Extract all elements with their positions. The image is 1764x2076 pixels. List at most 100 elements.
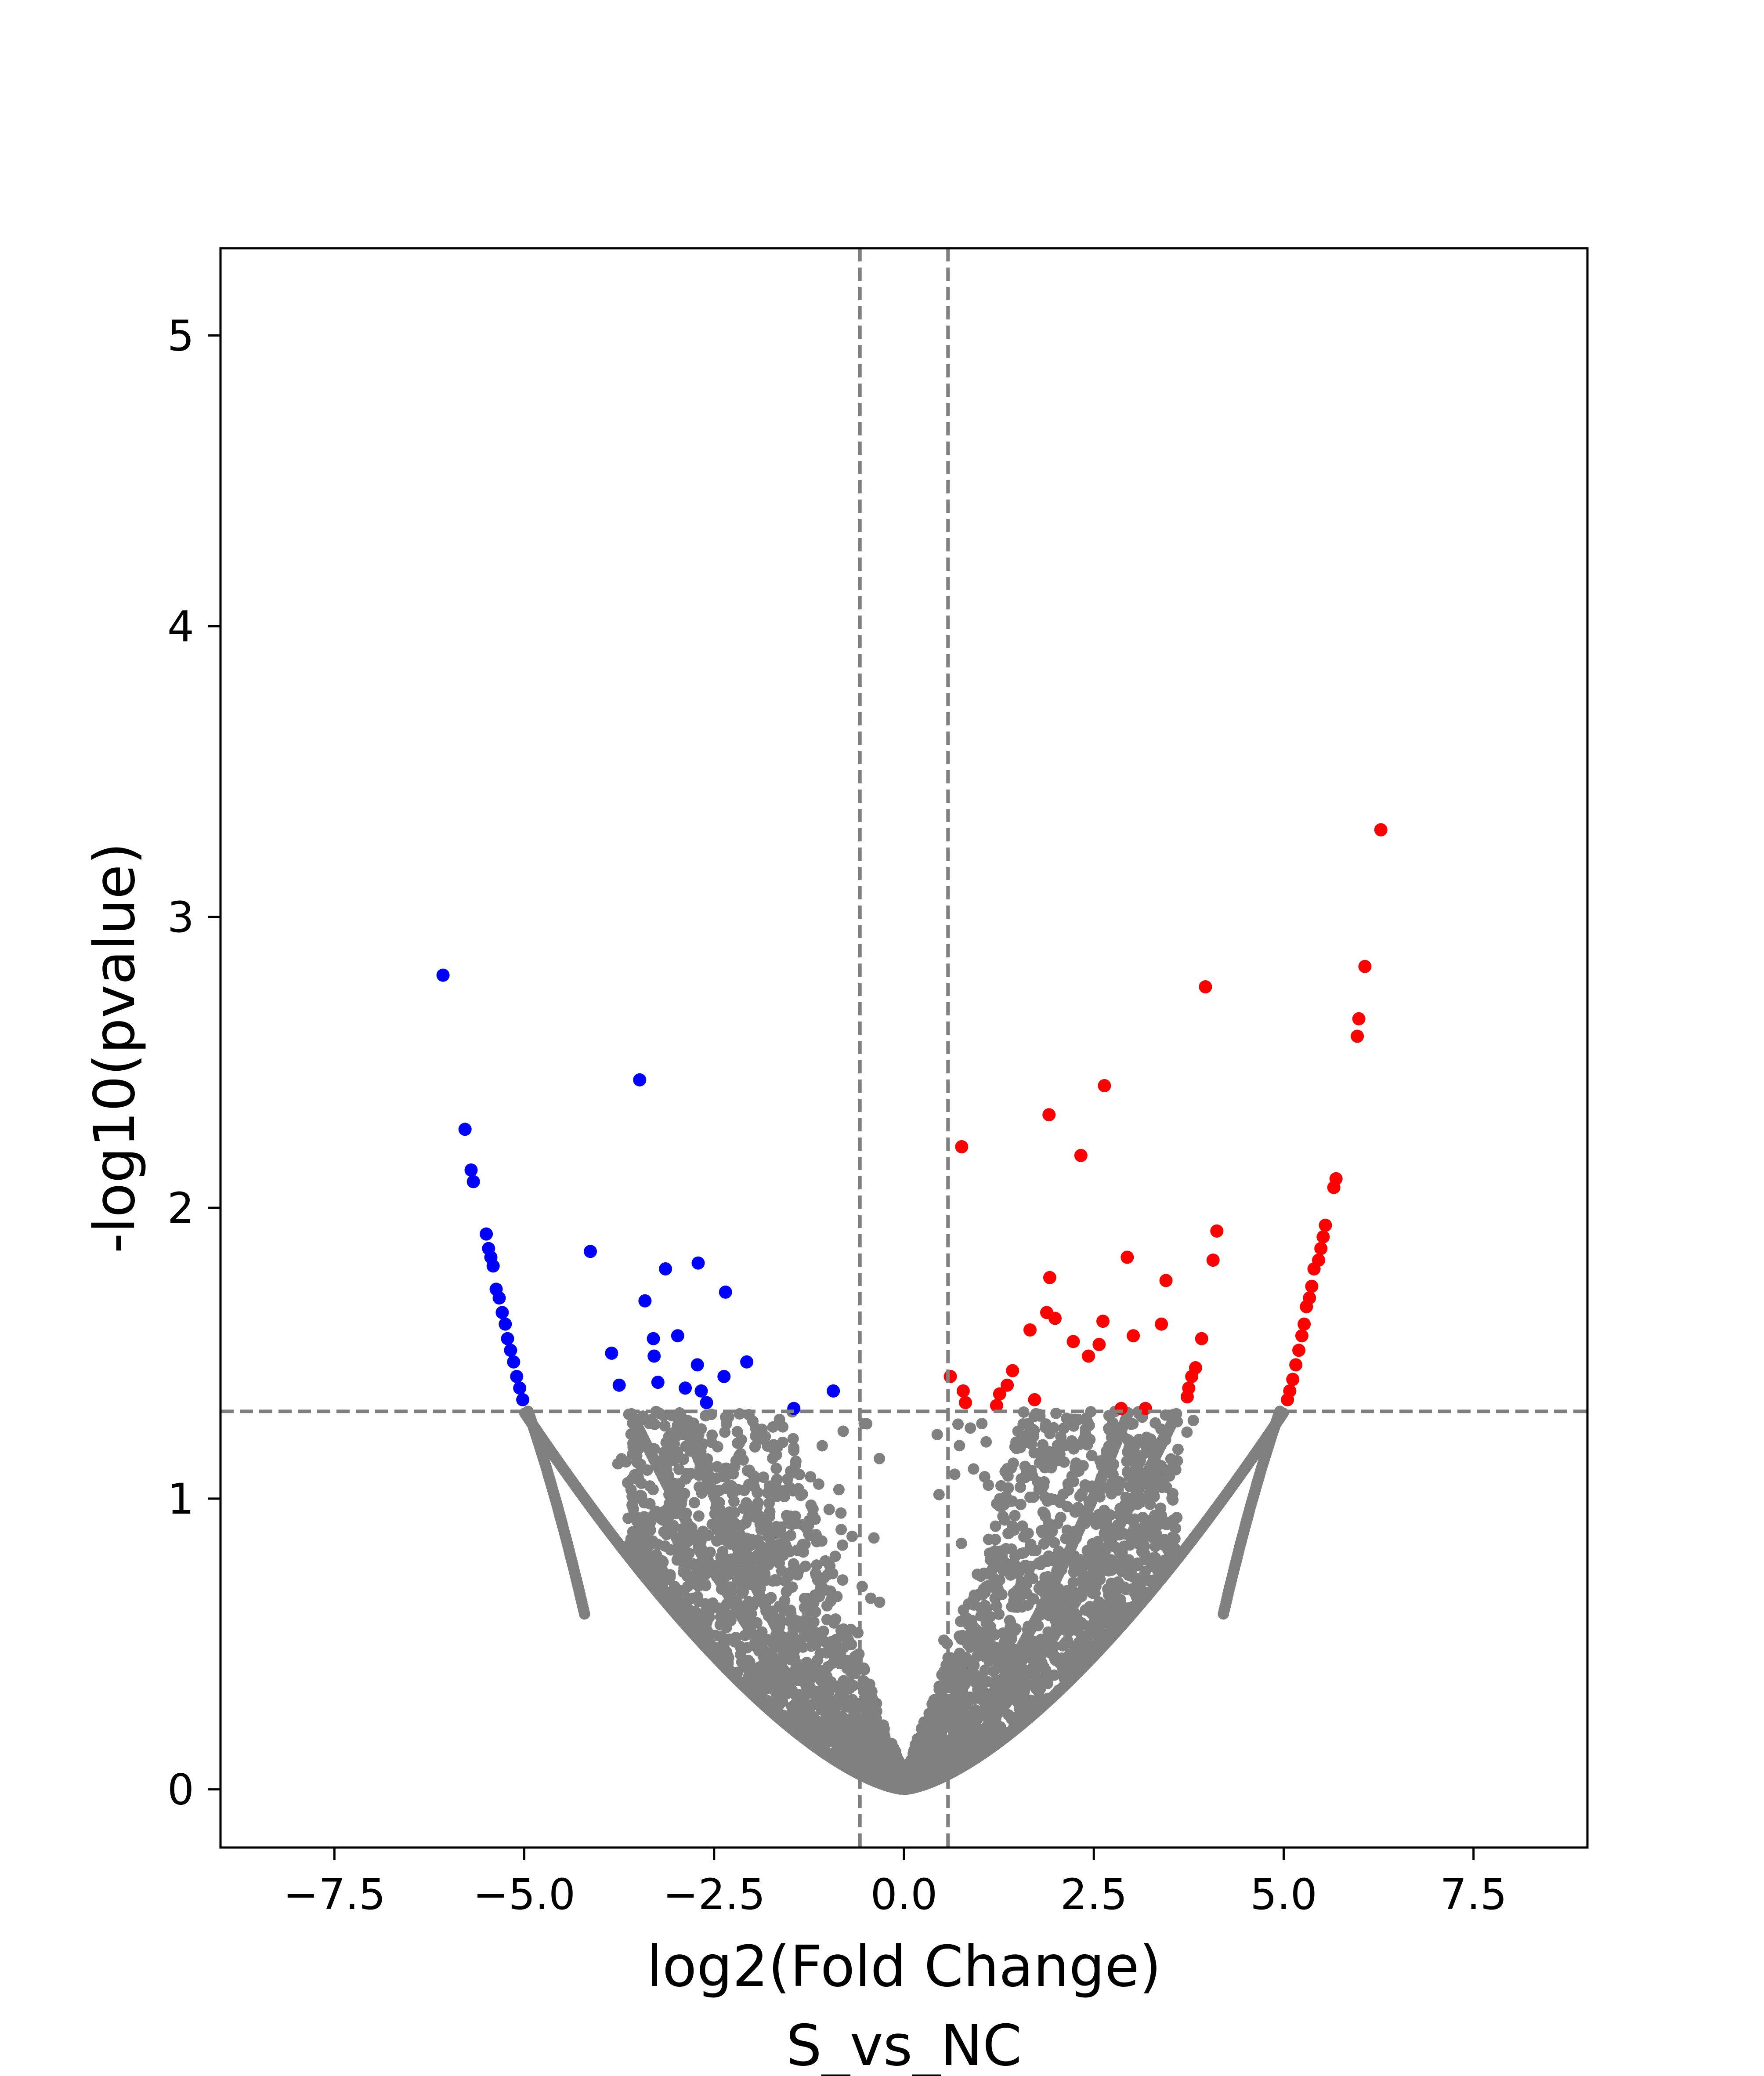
ns-point bbox=[802, 1519, 814, 1531]
ns-point bbox=[1019, 1559, 1031, 1571]
ns-point bbox=[1164, 1549, 1176, 1561]
ns-point bbox=[1041, 1677, 1053, 1689]
ns-point bbox=[755, 1583, 766, 1594]
ns-point bbox=[814, 1648, 826, 1659]
ns-point bbox=[928, 1773, 940, 1785]
x-tick-label: −7.5 bbox=[283, 1870, 386, 1919]
ns-point bbox=[820, 1584, 831, 1596]
up-point bbox=[1289, 1358, 1303, 1372]
ns-point bbox=[838, 1687, 849, 1699]
ns-point bbox=[1107, 1460, 1119, 1472]
x-tick-label: 7.5 bbox=[1440, 1870, 1507, 1919]
ns-point bbox=[979, 1635, 990, 1647]
ns-point bbox=[737, 1601, 749, 1612]
ns-point bbox=[1007, 1725, 1019, 1737]
ns-point bbox=[748, 1470, 760, 1482]
ns-point bbox=[1040, 1573, 1051, 1585]
ns-point bbox=[1068, 1476, 1080, 1487]
ns-point bbox=[996, 1645, 1008, 1656]
ns-point bbox=[1091, 1609, 1102, 1621]
ns-point bbox=[1098, 1515, 1110, 1527]
ns-point bbox=[767, 1421, 779, 1433]
ns-point bbox=[787, 1622, 799, 1634]
non-significant-points bbox=[519, 1406, 1289, 1795]
ns-point bbox=[1050, 1407, 1062, 1419]
ns-point bbox=[633, 1442, 644, 1453]
ns-point bbox=[835, 1524, 847, 1536]
ns-point bbox=[1052, 1518, 1063, 1529]
ns-point bbox=[1128, 1456, 1139, 1468]
ns-point bbox=[674, 1543, 686, 1555]
ns-point bbox=[740, 1500, 752, 1511]
ns-point bbox=[976, 1418, 988, 1430]
up-point bbox=[1300, 1300, 1313, 1313]
ns-point bbox=[810, 1606, 821, 1618]
ns-point bbox=[805, 1471, 817, 1483]
ns-point bbox=[1147, 1451, 1159, 1463]
ns-point bbox=[612, 1458, 624, 1470]
up-point bbox=[1082, 1349, 1095, 1363]
ns-point bbox=[622, 1512, 634, 1524]
ns-point bbox=[1155, 1502, 1167, 1514]
ns-point bbox=[627, 1526, 639, 1538]
down-point bbox=[464, 1163, 478, 1177]
ns-point bbox=[743, 1670, 755, 1682]
ns-point bbox=[875, 1764, 886, 1775]
ns-point bbox=[1019, 1460, 1031, 1472]
ns-point bbox=[887, 1774, 899, 1786]
ns-point bbox=[774, 1413, 785, 1425]
ns-point bbox=[1150, 1478, 1162, 1490]
ns-point bbox=[1025, 1540, 1037, 1552]
ns-point bbox=[968, 1655, 980, 1667]
ns-point bbox=[798, 1615, 810, 1627]
ns-point bbox=[715, 1652, 727, 1664]
ns-point bbox=[766, 1657, 778, 1669]
ns-point bbox=[1012, 1425, 1024, 1437]
ns-point bbox=[701, 1630, 712, 1641]
ns-point bbox=[962, 1638, 974, 1650]
ns-point bbox=[669, 1581, 680, 1592]
ns-point bbox=[758, 1471, 770, 1483]
down-point bbox=[827, 1384, 840, 1398]
up-point bbox=[1121, 1250, 1134, 1264]
ns-point bbox=[967, 1594, 979, 1606]
ns-point bbox=[862, 1769, 874, 1781]
ns-point bbox=[934, 1727, 946, 1739]
ns-point bbox=[695, 1556, 707, 1568]
ns-point bbox=[852, 1627, 864, 1639]
ns-point bbox=[1086, 1623, 1098, 1635]
ns-point bbox=[710, 1502, 722, 1514]
ns-point bbox=[955, 1760, 967, 1771]
down-point bbox=[492, 1291, 506, 1305]
ns-point bbox=[1087, 1559, 1099, 1571]
ns-point bbox=[835, 1507, 847, 1519]
ns-point bbox=[806, 1530, 818, 1541]
ns-point bbox=[693, 1595, 705, 1607]
ns-point bbox=[789, 1459, 801, 1471]
ns-point bbox=[1042, 1626, 1054, 1638]
ns-point bbox=[1021, 1588, 1033, 1600]
ns-point bbox=[1033, 1448, 1045, 1460]
x-tick-label: 5.0 bbox=[1250, 1870, 1317, 1919]
ns-point bbox=[1070, 1668, 1081, 1680]
y-tick-label: 5 bbox=[167, 312, 194, 361]
ns-point bbox=[633, 1540, 645, 1552]
ns-point bbox=[832, 1699, 844, 1711]
ns-point bbox=[1009, 1510, 1021, 1522]
ns-point bbox=[771, 1703, 783, 1714]
ns-point bbox=[965, 1422, 976, 1434]
down-point bbox=[504, 1344, 517, 1357]
ns-point bbox=[712, 1559, 724, 1571]
ns-point bbox=[1131, 1557, 1143, 1569]
ns-point bbox=[1081, 1635, 1092, 1647]
ns-point bbox=[748, 1688, 759, 1699]
ns-point bbox=[1022, 1437, 1034, 1448]
up-point bbox=[955, 1140, 969, 1153]
down-point bbox=[516, 1393, 530, 1406]
ns-point bbox=[1129, 1586, 1141, 1598]
up-point bbox=[1281, 1393, 1294, 1406]
ns-point bbox=[693, 1510, 705, 1522]
ns-point bbox=[1120, 1492, 1132, 1504]
ns-point bbox=[711, 1461, 723, 1473]
ns-point bbox=[657, 1514, 669, 1526]
